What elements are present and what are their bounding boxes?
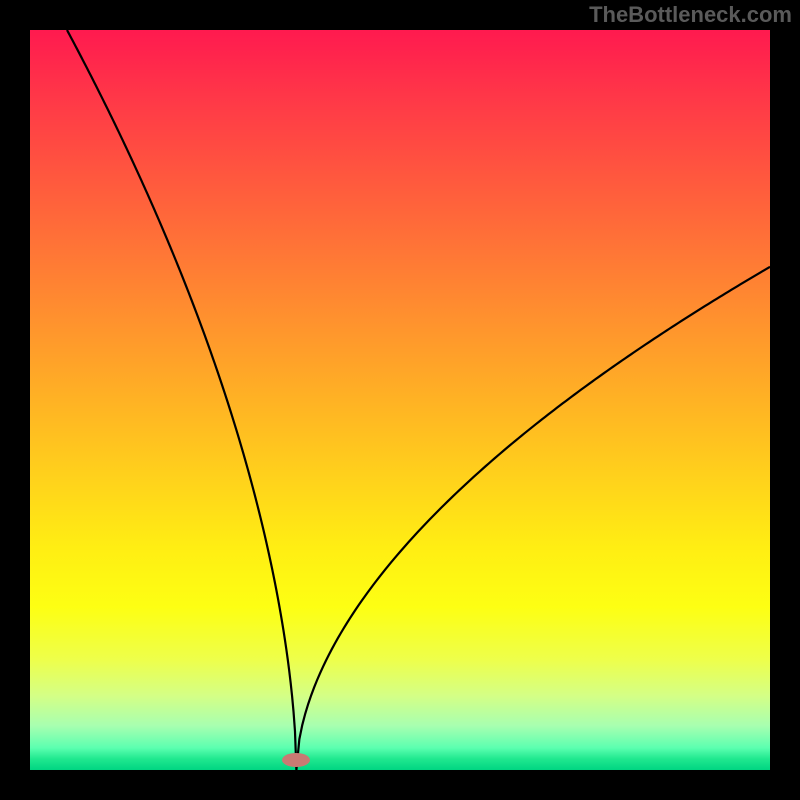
- watermark-text: TheBottleneck.com: [589, 2, 792, 28]
- curve-svg: [30, 30, 770, 770]
- plot-area: [30, 30, 770, 770]
- chart-container: TheBottleneck.com: [0, 0, 800, 800]
- gradient-background: [30, 30, 770, 770]
